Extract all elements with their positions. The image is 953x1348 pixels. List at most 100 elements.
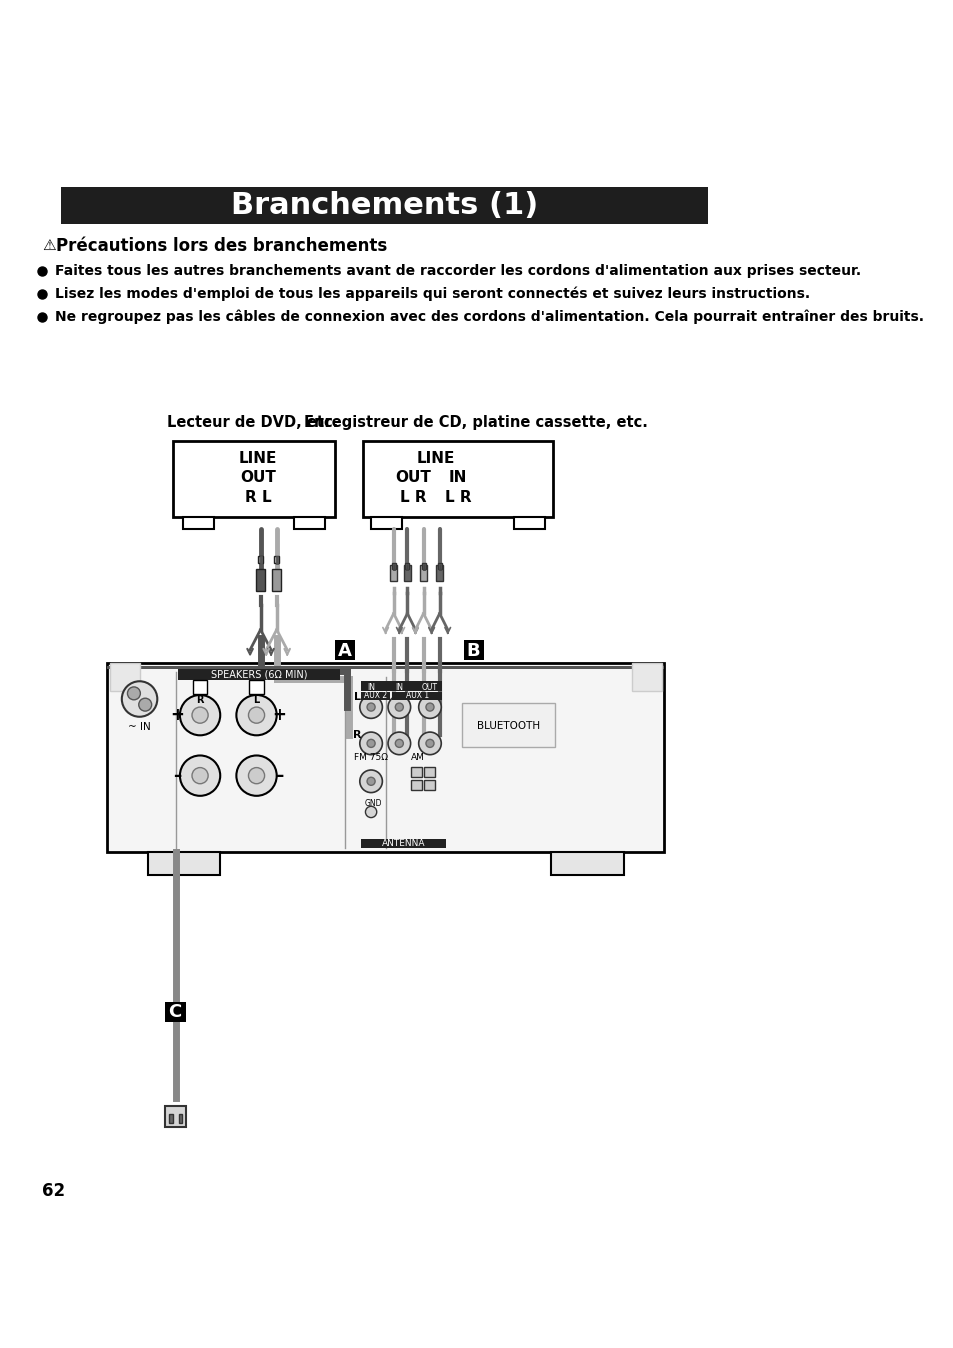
Text: AUX 2: AUX 2	[363, 692, 386, 700]
Bar	[424, 779, 435, 790]
Bar	[255, 569, 265, 590]
Text: +: +	[272, 706, 286, 724]
Circle shape	[180, 755, 220, 795]
Circle shape	[128, 687, 140, 700]
Text: –: –	[274, 767, 283, 785]
Bar	[361, 681, 441, 692]
Text: IN: IN	[367, 683, 375, 693]
Circle shape	[180, 696, 220, 735]
Bar	[294, 518, 325, 528]
Circle shape	[425, 739, 434, 747]
Bar	[107, 663, 663, 852]
Text: B: B	[466, 642, 480, 659]
Bar	[173, 441, 335, 518]
Bar	[170, 1113, 172, 1123]
Text: OUT: OUT	[240, 470, 275, 485]
Circle shape	[359, 696, 382, 718]
Circle shape	[365, 806, 376, 818]
Circle shape	[359, 770, 382, 793]
Bar	[403, 565, 411, 581]
Text: LINE: LINE	[238, 452, 277, 466]
Bar	[411, 767, 421, 778]
Bar	[371, 518, 401, 528]
Bar	[110, 663, 139, 692]
Text: +: +	[171, 706, 184, 724]
Bar	[405, 563, 409, 569]
Text: 62: 62	[42, 1182, 65, 1200]
Text: R: R	[195, 681, 205, 693]
Text: R L: R L	[245, 489, 272, 506]
FancyBboxPatch shape	[193, 679, 207, 694]
Bar	[392, 563, 395, 569]
Text: R: R	[196, 694, 204, 705]
Bar	[631, 663, 660, 692]
Text: Lecteur de DVD, etc.: Lecteur de DVD, etc.	[167, 415, 337, 430]
Text: Précautions lors des branchements: Précautions lors des branchements	[56, 237, 387, 255]
Circle shape	[418, 696, 441, 718]
Text: R: R	[353, 731, 361, 740]
Text: IN: IN	[395, 683, 403, 693]
Bar	[421, 563, 425, 569]
Text: L R: L R	[444, 489, 471, 506]
Bar	[419, 565, 427, 581]
Bar	[462, 704, 555, 747]
Text: L: L	[253, 694, 259, 705]
Text: Faites tous les autres branchements avant de raccorder les cordons d'alimentatio: Faites tous les autres branchements avan…	[55, 264, 860, 279]
Circle shape	[367, 739, 375, 747]
Circle shape	[395, 704, 403, 712]
Text: L: L	[253, 681, 260, 693]
Circle shape	[192, 767, 208, 783]
Bar	[183, 518, 213, 528]
Bar	[165, 1107, 186, 1127]
Bar	[411, 779, 421, 790]
Circle shape	[122, 681, 157, 717]
Circle shape	[367, 704, 375, 712]
Bar	[361, 692, 389, 700]
Bar	[258, 557, 263, 562]
Bar	[390, 565, 396, 581]
Circle shape	[425, 704, 434, 712]
Bar	[335, 640, 355, 661]
Circle shape	[388, 696, 410, 718]
Circle shape	[418, 732, 441, 755]
Bar	[179, 1113, 182, 1123]
Text: AUX 1: AUX 1	[405, 692, 428, 700]
Bar	[551, 852, 623, 875]
Bar	[178, 669, 339, 681]
Bar	[436, 565, 443, 581]
Bar	[392, 692, 441, 700]
Circle shape	[138, 698, 152, 712]
Text: A: A	[337, 642, 351, 659]
Text: ~ IN: ~ IN	[128, 723, 151, 732]
Bar	[424, 767, 435, 778]
Bar	[361, 838, 446, 848]
Circle shape	[236, 696, 276, 735]
Bar	[61, 187, 707, 224]
Circle shape	[388, 732, 410, 755]
Text: Lisez les modes d'emploi de tous les appareils qui seront connectés et suivez le: Lisez les modes d'emploi de tous les app…	[55, 287, 809, 302]
FancyBboxPatch shape	[249, 679, 264, 694]
Circle shape	[192, 708, 208, 724]
Bar	[463, 640, 483, 661]
Text: Ne regroupez pas les câbles de connexion avec des cordons d'alimentation. Cela p: Ne regroupez pas les câbles de connexion…	[55, 310, 923, 324]
Text: ⚠: ⚠	[42, 239, 55, 253]
Circle shape	[359, 732, 382, 755]
Circle shape	[367, 778, 375, 786]
Text: OUT: OUT	[395, 470, 431, 485]
Text: OUT: OUT	[421, 683, 437, 693]
Text: Branchements (1): Branchements (1)	[231, 191, 537, 220]
Text: BLUETOOTH: BLUETOOTH	[476, 721, 539, 731]
Bar	[274, 557, 279, 562]
Text: IN: IN	[449, 470, 467, 485]
Bar	[107, 666, 663, 669]
Bar	[165, 1002, 186, 1022]
Text: FM 75Ω: FM 75Ω	[354, 754, 388, 763]
Text: C: C	[169, 1003, 181, 1020]
Text: LINE: LINE	[416, 452, 455, 466]
Bar	[272, 569, 281, 590]
Text: ANTENNA: ANTENNA	[381, 838, 425, 848]
Circle shape	[395, 739, 403, 747]
Text: GND: GND	[364, 799, 382, 809]
Bar	[148, 852, 220, 875]
Bar	[437, 563, 441, 569]
